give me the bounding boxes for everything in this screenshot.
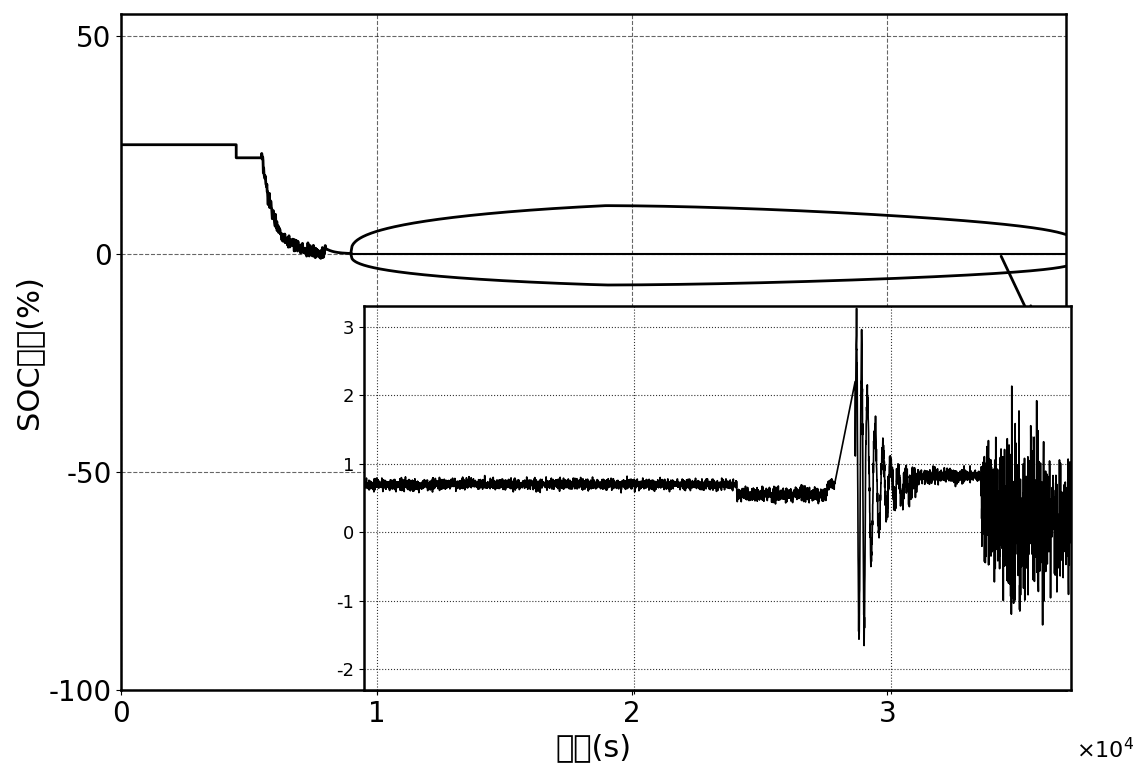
Y-axis label: SOC误差(%): SOC误差(%) (14, 275, 42, 429)
Text: $\times 10^4$: $\times 10^4$ (1076, 737, 1133, 762)
X-axis label: 时间(s): 时间(s) (555, 733, 632, 762)
